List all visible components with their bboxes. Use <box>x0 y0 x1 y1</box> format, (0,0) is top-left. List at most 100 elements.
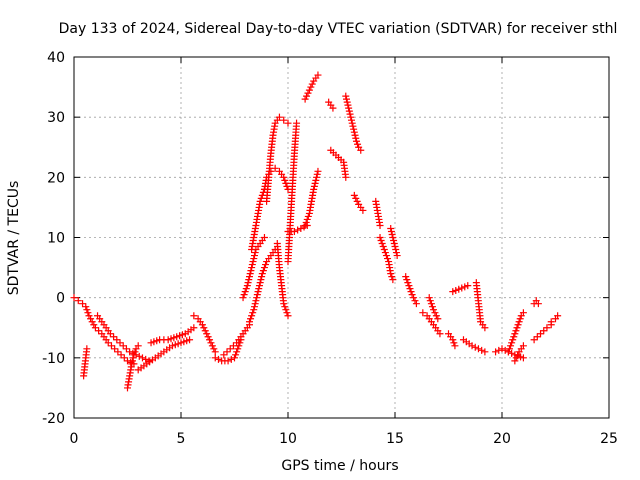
data-point <box>224 357 232 365</box>
series-sat-b <box>80 345 91 380</box>
data-point <box>391 243 399 251</box>
data-point <box>515 318 523 326</box>
data-point <box>91 324 99 332</box>
data-point <box>249 309 257 317</box>
series-sat-z <box>387 224 401 260</box>
series-sat-ak <box>530 297 542 308</box>
data-point <box>301 95 309 103</box>
series-sat-ai <box>504 309 527 356</box>
data-point <box>474 345 482 353</box>
series-sat-ac <box>425 294 442 323</box>
data-point <box>117 351 125 359</box>
data-point <box>243 282 251 290</box>
x-tick-label: 0 <box>70 431 79 447</box>
data-point <box>314 167 322 175</box>
y-axis-label: SDTVAR / TECUs <box>6 181 22 296</box>
data-point <box>406 285 414 293</box>
data-point <box>247 315 255 323</box>
data-point <box>85 312 93 320</box>
data-point <box>533 333 541 341</box>
data-point <box>294 226 302 234</box>
data-point <box>259 267 267 275</box>
data-point <box>530 336 538 344</box>
data-point <box>297 224 305 232</box>
data-point <box>303 92 311 100</box>
data-point <box>211 354 219 362</box>
series-sat-d <box>124 342 142 392</box>
data-point <box>258 270 266 278</box>
y-tick-label: 20 <box>47 170 65 186</box>
data-point <box>79 300 87 308</box>
data-point <box>468 342 476 350</box>
series-sat-k <box>245 246 279 326</box>
data-point <box>510 333 518 341</box>
data-point <box>84 309 92 317</box>
data-point <box>426 297 434 305</box>
data-point <box>390 237 398 245</box>
data-point <box>116 339 124 347</box>
data-point <box>227 355 235 363</box>
series-sat-c <box>94 312 153 365</box>
series-sat-a <box>70 294 138 368</box>
series-sat-r <box>301 167 322 229</box>
data-point <box>354 140 362 148</box>
data-point <box>481 324 489 332</box>
data-point <box>376 221 384 229</box>
data-point <box>207 339 215 347</box>
data-point <box>258 273 266 281</box>
data-point <box>392 249 400 257</box>
data-point <box>389 234 397 241</box>
data-point <box>534 300 542 308</box>
data-point <box>428 303 436 311</box>
y-tick-label: 10 <box>47 231 65 247</box>
data-point <box>512 354 520 362</box>
data-point <box>282 179 290 187</box>
x-tick-label: 15 <box>386 431 404 447</box>
y-tick-label: 0 <box>56 291 65 307</box>
series-sat-v <box>342 92 365 154</box>
data-point <box>255 282 263 290</box>
data-point <box>70 294 78 302</box>
data-point <box>250 306 258 314</box>
data-point <box>312 176 320 184</box>
series-sat-p <box>284 119 301 266</box>
data-point <box>302 218 310 226</box>
data-point <box>471 343 479 351</box>
data-point <box>281 176 289 184</box>
data-point <box>245 318 253 326</box>
data-point <box>430 306 438 314</box>
data-point <box>311 179 319 187</box>
series-sat-n <box>263 113 292 205</box>
data-point <box>405 282 413 290</box>
data-point <box>352 194 360 202</box>
data-point <box>282 306 290 314</box>
data-point <box>251 249 259 257</box>
data-point <box>241 288 249 296</box>
data-point <box>284 312 292 320</box>
data-point <box>307 83 315 91</box>
data-point <box>519 342 527 350</box>
data-point <box>223 348 231 356</box>
data-point <box>498 345 506 353</box>
data-point <box>449 336 457 344</box>
data-point <box>210 345 218 353</box>
data-point <box>310 182 318 190</box>
data-point <box>410 294 418 302</box>
data-point <box>403 276 411 284</box>
data-point <box>508 349 516 357</box>
data-point <box>255 285 263 293</box>
series-sat-w <box>350 191 367 214</box>
data-point <box>504 348 512 356</box>
series-sat-e <box>134 336 194 374</box>
data-point <box>387 224 395 232</box>
data-point <box>350 128 358 136</box>
data-point <box>350 125 358 133</box>
data-point <box>260 234 268 241</box>
data-point <box>130 351 138 359</box>
series-sat-l <box>248 185 268 254</box>
data-point <box>492 348 500 356</box>
tick-layer: 0 5 10 15 20 25 -20 -10 0 10 20 30 40 <box>42 50 618 447</box>
data-point <box>304 89 312 97</box>
data-point <box>314 71 322 79</box>
data-point <box>204 333 212 341</box>
